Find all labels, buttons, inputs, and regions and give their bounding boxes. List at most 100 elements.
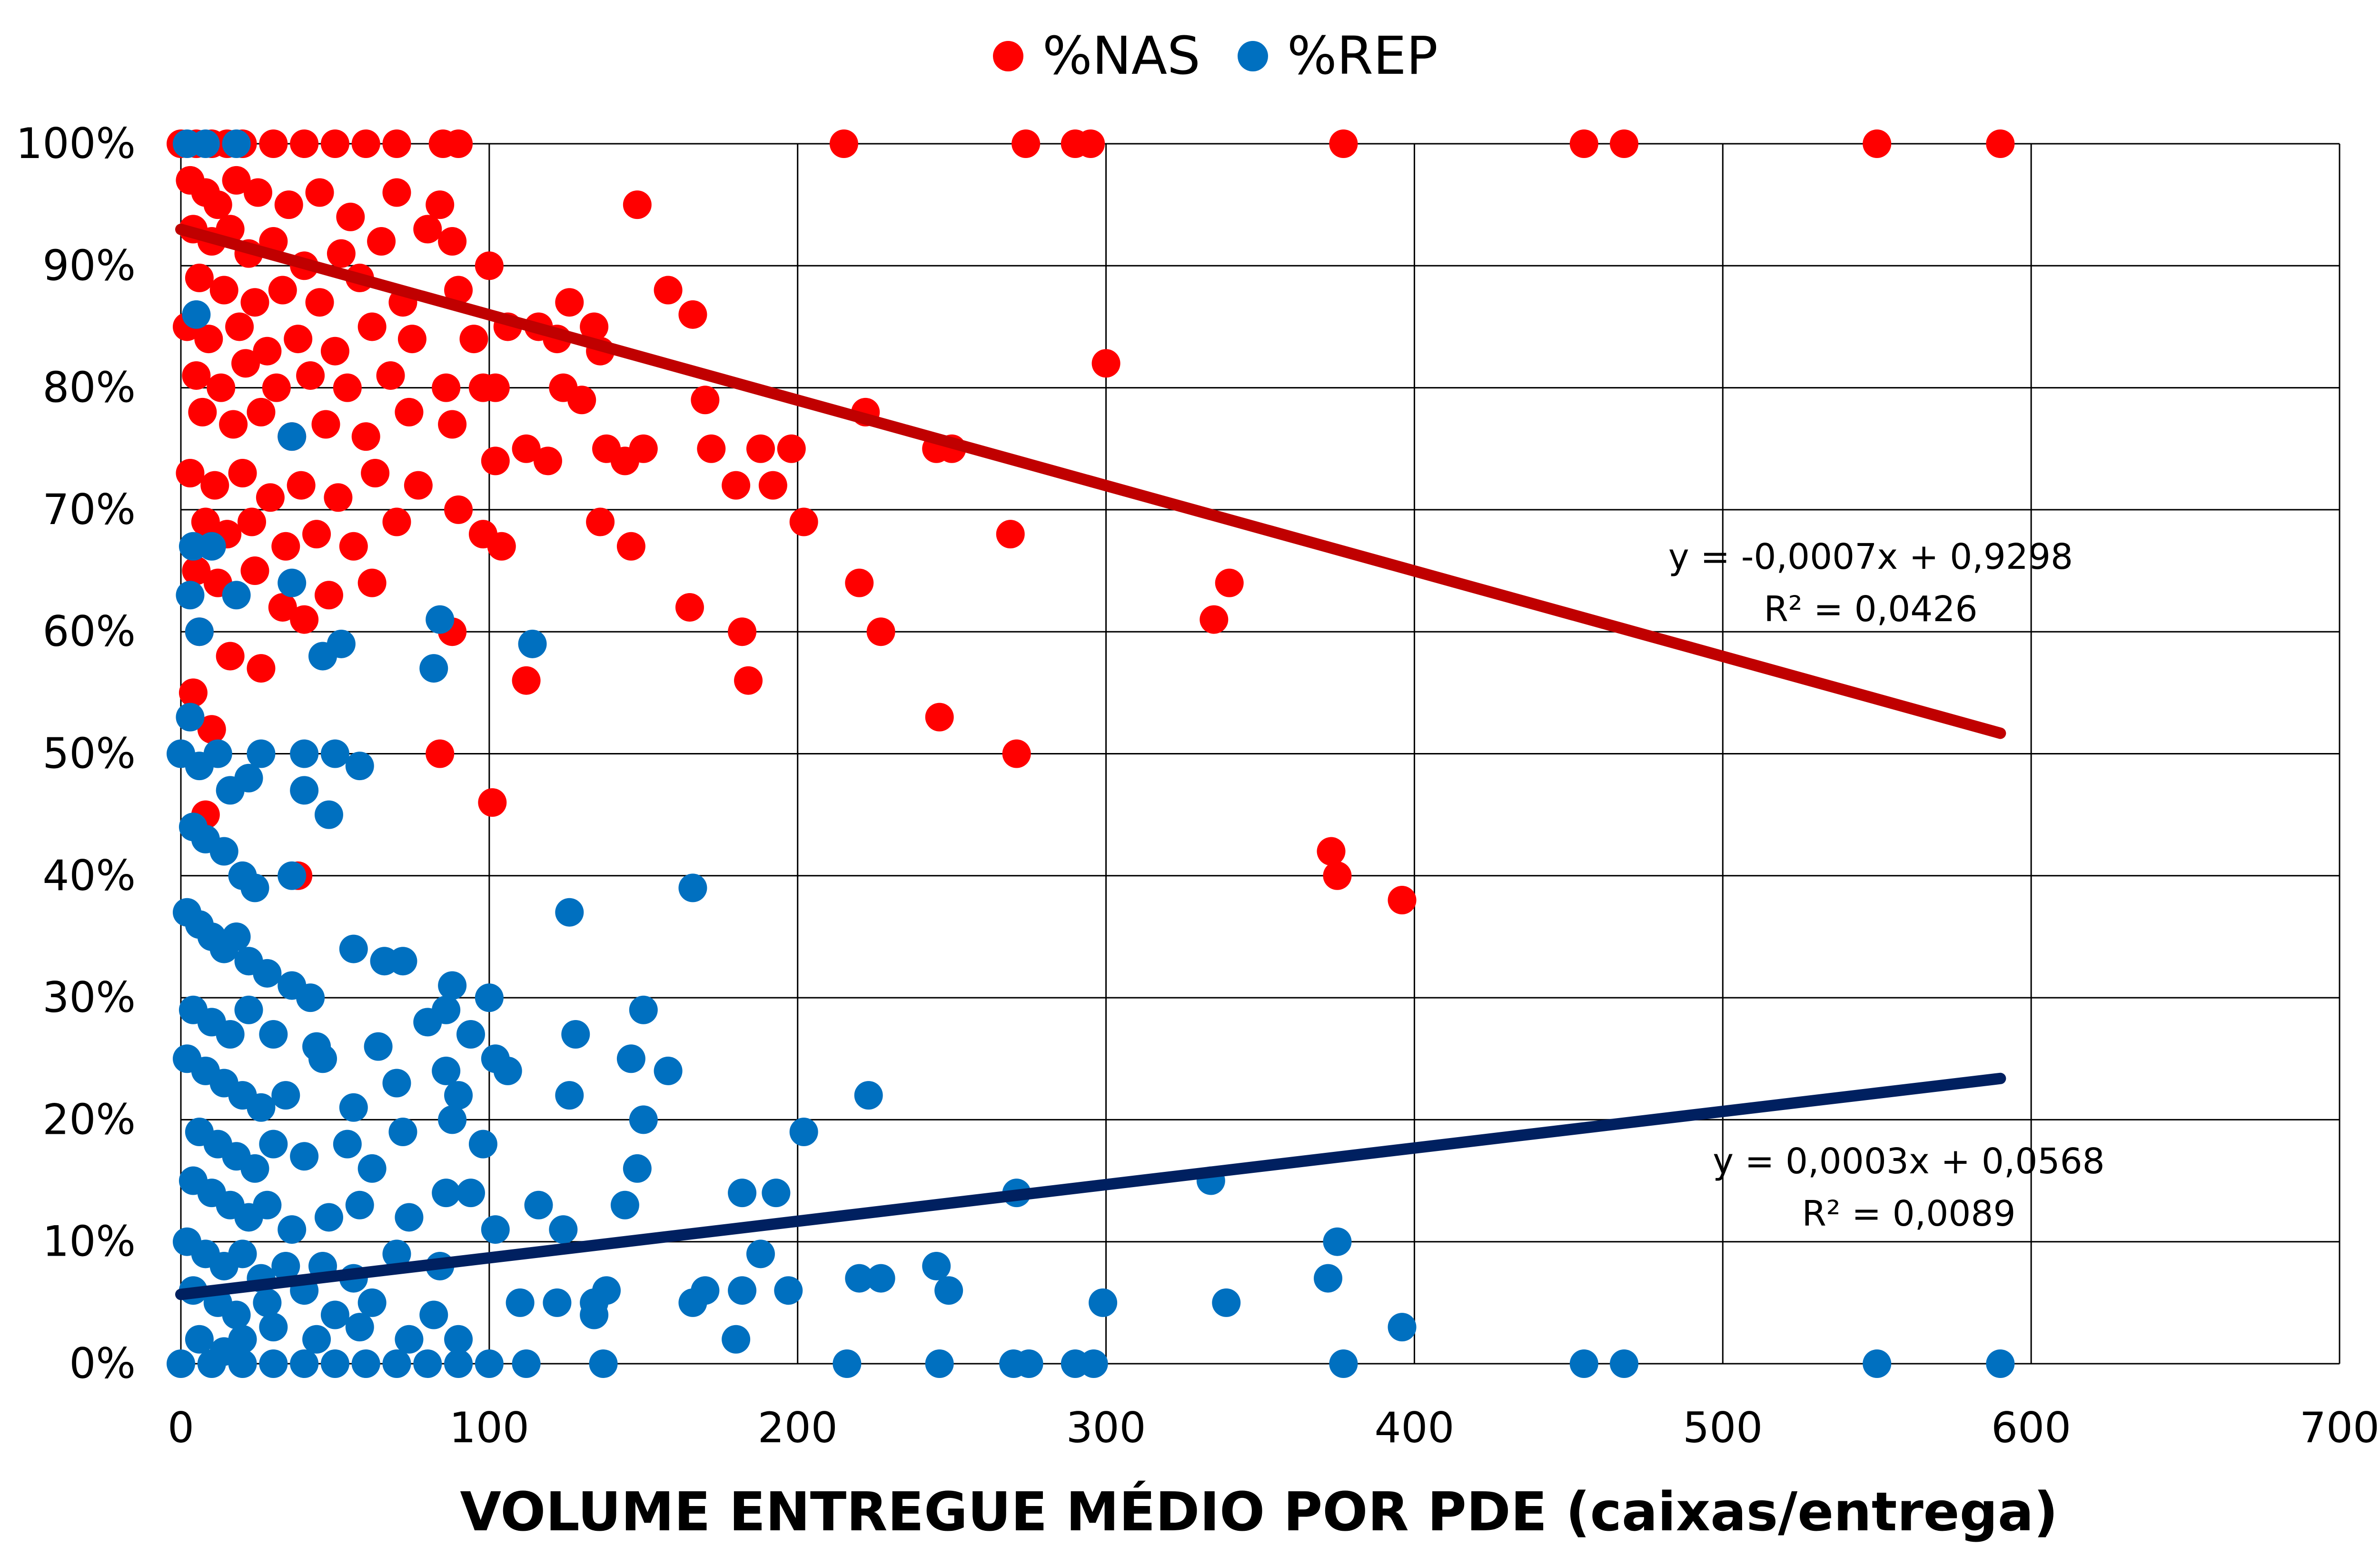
point-nas	[555, 288, 584, 317]
legend-marker-rep	[1238, 41, 1268, 71]
point-nas	[219, 410, 248, 439]
point-rep	[413, 1349, 442, 1378]
y-tick-label: 30%	[42, 973, 136, 1022]
point-rep	[623, 1154, 652, 1183]
point-nas	[728, 617, 757, 646]
point-nas	[320, 129, 349, 158]
point-nas	[271, 532, 300, 561]
point-rep	[854, 1081, 883, 1110]
point-rep	[1863, 1349, 1892, 1378]
point-rep	[1329, 1349, 1358, 1378]
point-rep	[1986, 1349, 2015, 1378]
point-nas	[478, 788, 507, 817]
point-nas	[1609, 129, 1638, 158]
point-rep	[259, 1349, 288, 1378]
point-nas	[240, 556, 269, 585]
point-rep	[176, 581, 205, 610]
trendline-rep-equation: y = 0,0003x + 0,0568	[1713, 1141, 2105, 1182]
point-nas	[629, 434, 658, 463]
point-rep	[222, 581, 251, 610]
point-rep	[426, 605, 455, 634]
point-rep	[1609, 1349, 1638, 1378]
point-nas	[1329, 129, 1358, 158]
point-rep	[345, 1313, 374, 1342]
point-rep	[296, 983, 325, 1012]
point-nas	[1388, 886, 1417, 915]
point-rep	[382, 1239, 411, 1269]
legend-marker-nas	[993, 41, 1023, 71]
y-axis-ticks: 0% 10% 20% 30% 40% 50% 60% 70% 80% 90% 100%	[16, 119, 136, 1388]
y-tick-label: 90%	[42, 241, 136, 290]
point-nas	[216, 642, 245, 671]
point-rep	[228, 1325, 257, 1354]
point-rep	[456, 1020, 485, 1049]
point-nas	[284, 325, 313, 354]
point-rep	[388, 1118, 417, 1147]
point-rep	[271, 1251, 300, 1280]
point-nas	[182, 556, 211, 585]
point-rep	[339, 934, 368, 963]
x-tick-label: 600	[1991, 1403, 2071, 1452]
point-nas	[259, 129, 288, 158]
y-tick-label: 40%	[42, 851, 136, 900]
point-nas	[397, 325, 426, 354]
trendline-rep	[175, 1072, 2006, 1300]
point-nas	[1012, 129, 1041, 158]
trendline-nas	[175, 223, 2006, 739]
point-rep	[592, 1276, 621, 1305]
point-rep	[475, 983, 504, 1012]
point-nas	[357, 568, 387, 597]
point-rep	[222, 1300, 251, 1329]
point-rep	[475, 1349, 504, 1378]
point-rep	[314, 1203, 343, 1232]
point-nas	[225, 312, 254, 341]
point-nas	[231, 349, 260, 378]
point-rep	[549, 1215, 578, 1244]
point-rep	[580, 1300, 609, 1329]
point-rep	[182, 300, 211, 329]
point-rep	[388, 947, 417, 976]
legend: %NAS %REP	[993, 25, 1438, 86]
point-nas	[240, 288, 269, 317]
point-rep	[610, 1190, 639, 1219]
point-rep	[290, 739, 319, 768]
point-rep	[1388, 1313, 1417, 1342]
point-rep	[259, 1020, 288, 1049]
trendline-rep-r2: R² = 0,0089	[1802, 1193, 2015, 1234]
point-rep	[1569, 1349, 1598, 1378]
point-rep	[185, 1325, 214, 1354]
point-rep	[512, 1349, 541, 1378]
point-rep	[438, 1105, 467, 1134]
point-nas	[404, 471, 433, 500]
point-nas	[654, 276, 683, 305]
point-nas	[238, 507, 267, 536]
point-rep	[278, 1215, 307, 1244]
point-rep	[468, 1130, 497, 1159]
point-nas	[185, 263, 214, 292]
point-nas	[222, 166, 251, 195]
point-rep	[302, 1325, 331, 1354]
point-rep	[345, 752, 374, 781]
point-nas	[200, 471, 229, 500]
point-nas	[1076, 129, 1105, 158]
point-rep	[290, 776, 319, 805]
point-rep	[419, 654, 448, 683]
point-nas	[351, 129, 380, 158]
point-rep	[259, 1313, 288, 1342]
point-rep	[320, 739, 349, 768]
point-nas	[382, 178, 411, 207]
point-rep	[333, 1130, 362, 1159]
point-nas	[207, 373, 236, 402]
point-nas	[367, 227, 396, 256]
point-nas	[586, 507, 615, 536]
point-rep	[493, 1056, 522, 1085]
point-nas	[339, 532, 368, 561]
y-tick-label: 80%	[42, 363, 136, 412]
point-nas	[262, 373, 291, 402]
point-nas	[444, 495, 473, 524]
point-nas	[357, 312, 387, 341]
y-tick-label: 70%	[42, 485, 136, 534]
x-tick-label: 0	[168, 1403, 194, 1452]
point-nas	[1569, 129, 1598, 158]
point-nas	[274, 190, 303, 219]
